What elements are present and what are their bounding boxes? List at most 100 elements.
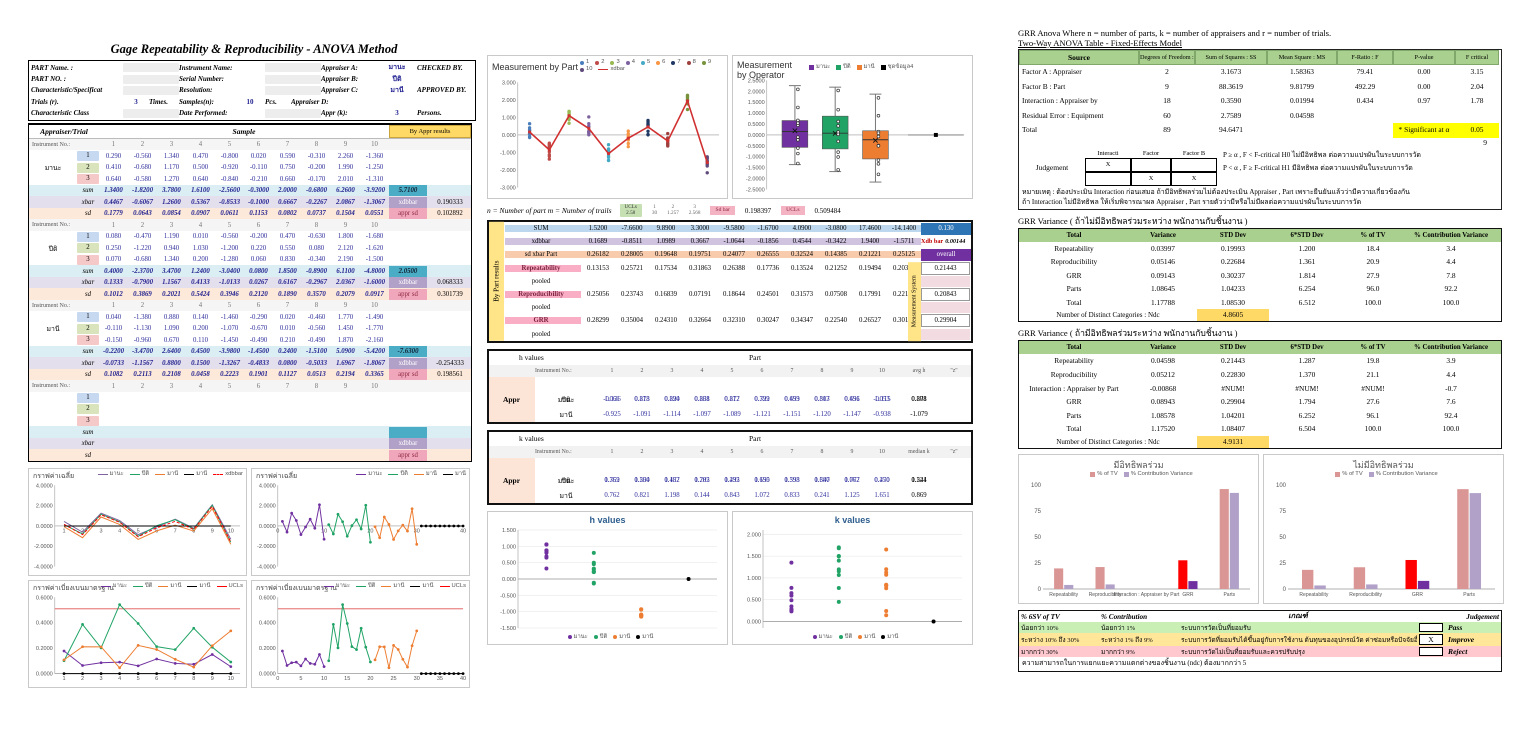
value-cell: -1.0644: [717, 238, 751, 246]
measurement-cell: 0.250: [105, 244, 122, 252]
svg-text:GRR: GRR: [1182, 592, 1194, 598]
value-cell: -1.097: [693, 410, 711, 418]
measurement-cell: -0.200: [249, 233, 268, 241]
appr-sd-tag: appr sd: [389, 288, 427, 300]
instrument-label: Instrument No.:: [32, 222, 70, 229]
col-num: 6: [760, 448, 764, 455]
variance-row: Reproducibility 0.05212 0.22830 1.370 21.1 4.…: [1019, 368, 1501, 382]
xbar-label: xbar: [81, 440, 95, 448]
chart-mean-sequential: กราฟค่าเฉลี่ย มานะ ปีติ มานี มานี -4.0000 -2.0…: [251, 467, 470, 576]
value-cell: -9.5800: [717, 225, 751, 233]
part-col-header: 9: [343, 302, 348, 310]
svg-text:0.5000: 0.5000: [748, 122, 765, 128]
measurement-cell: 2.260: [337, 152, 354, 160]
svg-text:0.2000: 0.2000: [36, 646, 53, 652]
ndc-row: Number of Distinct Categories : Ndc 4.860…: [1019, 309, 1501, 322]
appraiser-name: มานี: [46, 326, 60, 334]
left-charts-grid: กราฟค่าเฉลี่ย มานะ ปีติ มานี มานี xdbbar -4.00…: [28, 467, 470, 688]
sd-cell: 0.0643: [133, 210, 152, 218]
instrument-label: Instrument No.:: [535, 367, 572, 374]
sd-cell: 0.1890: [278, 290, 297, 298]
legend-label: % Contribution Variance: [1375, 471, 1438, 478]
variance-row: Reproducibility 0.05146 0.22684 1.361 20.9 4.…: [1019, 255, 1501, 269]
svg-text:Reproducibility: Reproducibility: [1089, 592, 1122, 598]
svg-text:0: 0: [276, 528, 279, 534]
sum-row: sum -0.2200 -3.4700 2.6400 0.4500 -3.9800 -1.4…: [29, 345, 471, 358]
legend-item: 8: [686, 59, 696, 66]
legend-item: UCLs: [216, 583, 243, 590]
legend-label: 7: [677, 59, 681, 65]
legend-label: 2: [601, 59, 605, 65]
trial-number: 2: [77, 162, 99, 173]
appraiser-name: ปีติ: [561, 396, 571, 404]
instrument-label: Instrument No.:: [32, 141, 70, 148]
info-value: มานะ: [388, 63, 406, 72]
value-cell: 0.28005: [615, 251, 649, 259]
anova-cell: Factor B : Part: [1022, 81, 1066, 91]
variance-cell: Parts: [1066, 284, 1082, 294]
legend-label: มานี: [887, 633, 899, 640]
measurement-cell: 0.040: [105, 313, 122, 321]
appraiser-sum-total: 2.0500: [389, 265, 427, 277]
svg-text:0.0000: 0.0000: [748, 133, 765, 139]
variance-cell: 1.370: [1298, 370, 1316, 380]
value-cell: 0.24310: [654, 317, 678, 325]
col-num: 4: [700, 448, 704, 455]
anova-method-sheet: Gage Repeatability & Reproducibility - A…: [28, 42, 480, 688]
sum-cell: 1.6100: [191, 187, 210, 195]
measurement-cell: 1.340: [163, 152, 180, 160]
legend-item: ปีติ: [132, 583, 152, 590]
value-cell: 0.762: [604, 491, 620, 499]
hk-col-headers: Instrument No.: 1 2 3 4 5 6 7 8 9 10 median k "z": [489, 445, 971, 458]
chart-legend: มานะ ปีติ มานี มานี: [488, 634, 727, 641]
xdb-bar-tag: Xdb bar: [921, 238, 944, 246]
variance-cell: GRR: [1066, 270, 1082, 280]
measurement-cell: 0.290: [105, 152, 122, 160]
variance-cell: 1.361: [1298, 257, 1316, 267]
value-cell: 0.877: [724, 395, 740, 403]
judgement-label: Judgement: [1035, 162, 1069, 172]
chart-legend: มานะ ปีติ มานี มานี xdbbar: [92, 471, 243, 478]
judgement-checkbox: [1419, 647, 1443, 657]
info-label: Persons.: [417, 109, 442, 118]
measurement-cell: -0.490: [307, 336, 326, 344]
appraiser-name: ปีติ: [48, 245, 58, 253]
anova-cell: [1267, 123, 1337, 138]
svg-text:1.500: 1.500: [747, 554, 761, 560]
legend-label: มานี: [619, 633, 631, 640]
sum-cell: -5.4200: [364, 348, 385, 356]
legend-item: มานะ: [356, 471, 382, 478]
measurement-cell: -0.470: [133, 233, 152, 241]
variance-cell: 1.287: [1298, 356, 1316, 366]
xbar-cell: 0.4467: [104, 198, 123, 206]
trial-number: 3: [77, 174, 99, 185]
info-value: 3: [395, 109, 399, 118]
svg-text:-2.0000: -2.0000: [34, 544, 53, 550]
sum-cell: 6.1100: [336, 267, 355, 275]
anova-col-header: Source: [1019, 50, 1139, 65]
part-col-header: 7: [285, 382, 290, 390]
part-col-header: 8: [314, 141, 319, 149]
anova-cell: 0.434: [1356, 96, 1374, 105]
judgement-checkbox: [1419, 623, 1443, 633]
variance-row: Interaction : Appraiser by Part -0.00868 #…: [1019, 382, 1501, 396]
legend-item: มานะ: [567, 634, 588, 641]
part-col-header: 6: [256, 141, 261, 149]
variance-cell: 19.8: [1366, 356, 1380, 366]
value-cell: 0.21221: [853, 251, 887, 259]
value-cell: 0.24077: [717, 251, 751, 259]
variance-cell: 0.22830: [1220, 370, 1246, 380]
col-num: 4: [700, 367, 704, 374]
sd-label: sd: [84, 290, 92, 298]
chart-legend: มานะ ปีติ มานี มานี UCLs: [318, 583, 466, 590]
sum-row: sum: [29, 426, 471, 438]
legend-swatch: [381, 585, 392, 587]
appraiser-sd: 0.301739: [437, 290, 463, 298]
measurement-cell: -0.560: [133, 152, 152, 160]
part-col-header: 4: [198, 382, 203, 390]
svg-text:1.5000: 1.5000: [748, 100, 765, 106]
mini-header: Factor: [1142, 149, 1160, 157]
chart-legend: 1 2 3 4 5 6 7 8 9 10 xdbar: [574, 59, 724, 73]
sd-cell: 0.1901: [249, 371, 268, 379]
svg-text:-4.0000: -4.0000: [257, 565, 276, 571]
